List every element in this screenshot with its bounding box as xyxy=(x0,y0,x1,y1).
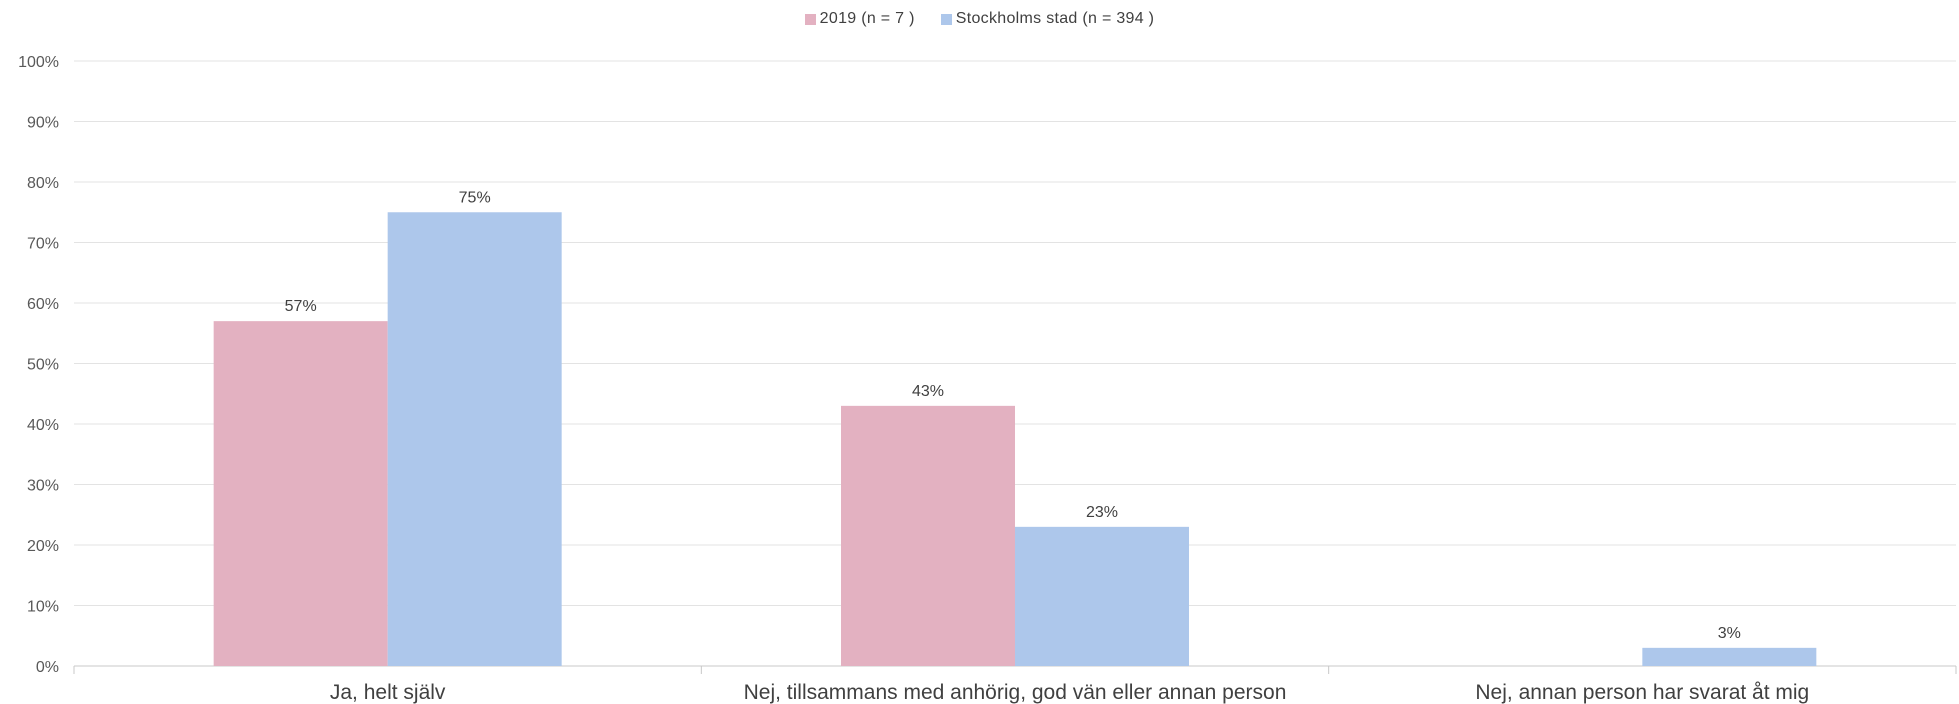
data-label: 57% xyxy=(285,298,317,315)
legend: 2019 (n = 7 ) Stockholms stad (n = 394 ) xyxy=(0,10,1959,28)
data-label: 75% xyxy=(459,189,491,206)
legend-label-stockholms-stad: Stockholms stad (n = 394 ) xyxy=(955,10,1155,27)
y-tick-label: 40% xyxy=(27,417,59,434)
y-tick-label: 30% xyxy=(27,478,59,495)
legend-item-2019[interactable]: 2019 (n = 7 ) xyxy=(804,10,915,28)
bar xyxy=(387,212,562,666)
category-label: Nej, annan person har svarat åt mig xyxy=(1475,681,1809,704)
bar xyxy=(213,321,388,666)
y-tick-label: 90% xyxy=(27,115,59,132)
legend-swatch-stockholms-stad xyxy=(940,13,952,25)
y-tick-label: 50% xyxy=(27,357,59,374)
y-tick-label: 70% xyxy=(27,236,59,253)
y-tick-label: 0% xyxy=(36,659,59,676)
data-label: 43% xyxy=(912,383,944,400)
category-label: Nej, tillsammans med anhörig, god vän el… xyxy=(744,681,1287,704)
legend-label-2019: 2019 (n = 7 ) xyxy=(819,10,915,27)
legend-item-stockholms-stad[interactable]: Stockholms stad (n = 394 ) xyxy=(940,10,1155,28)
y-tick-label: 80% xyxy=(27,175,59,192)
y-tick-label: 10% xyxy=(27,599,59,616)
bar xyxy=(1015,526,1189,666)
y-tick-label: 60% xyxy=(27,296,59,313)
bar xyxy=(1642,647,1817,666)
data-label: 23% xyxy=(1086,504,1118,521)
bar xyxy=(841,405,1015,666)
legend-swatch-2019 xyxy=(804,13,816,25)
y-tick-label: 20% xyxy=(27,538,59,555)
y-tick-label: 100% xyxy=(18,54,59,71)
data-label: 3% xyxy=(1718,625,1741,642)
category-label: Ja, helt själv xyxy=(330,681,446,704)
